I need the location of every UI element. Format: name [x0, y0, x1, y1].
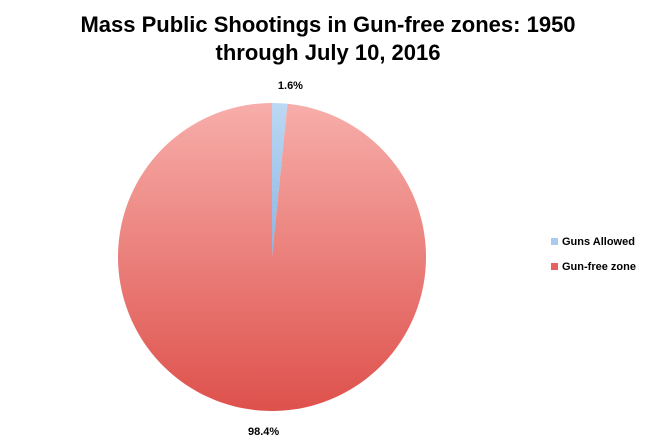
chart-title-line-1: Mass Public Shootings in Gun-free zones:…	[80, 12, 575, 37]
legend-swatch-gun-free-zone	[551, 263, 558, 270]
legend-label-gun-free-zone: Gun-free zone	[562, 261, 636, 273]
data-label-guns-allowed: 1.6%	[278, 80, 303, 92]
legend-label-guns-allowed: Guns Allowed	[562, 236, 635, 248]
pie-slice-guns-allowed	[272, 103, 288, 257]
legend-swatch-guns-allowed	[551, 238, 558, 245]
pie-slices	[118, 103, 427, 411]
chart-title-line-2: through July 10, 2016	[216, 40, 441, 65]
pie-slice-gun-free-zone	[118, 103, 427, 411]
data-label-gun-free-zone: 98.4%	[248, 426, 279, 438]
legend: Guns Allowed Gun-free zone	[551, 236, 636, 273]
pie-data-labels: 1.6% 98.4%	[248, 80, 303, 438]
